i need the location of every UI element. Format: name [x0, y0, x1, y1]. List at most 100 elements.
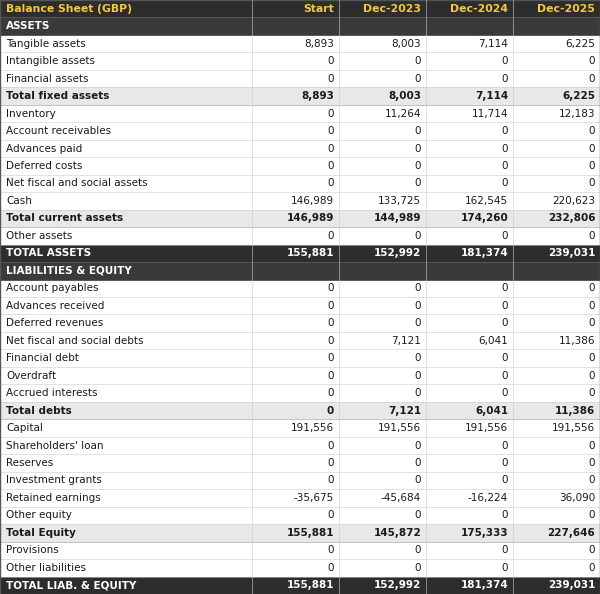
- Text: Investment grants: Investment grants: [6, 475, 102, 485]
- Bar: [339, 52, 426, 70]
- Text: Accrued interests: Accrued interests: [6, 388, 97, 398]
- Text: 7,114: 7,114: [478, 39, 508, 49]
- Text: 191,556: 191,556: [378, 423, 421, 433]
- Bar: [252, 419, 339, 437]
- Bar: [426, 17, 513, 35]
- Bar: [426, 559, 513, 577]
- Text: 0: 0: [328, 353, 334, 363]
- Bar: [0, 140, 252, 157]
- Text: 144,989: 144,989: [374, 213, 421, 223]
- Text: 0: 0: [328, 301, 334, 311]
- Bar: [513, 402, 600, 419]
- Text: Reserves: Reserves: [6, 458, 53, 468]
- Text: Dec-2025: Dec-2025: [538, 4, 595, 14]
- Bar: [252, 367, 339, 384]
- Text: 0: 0: [589, 178, 595, 188]
- Text: Account receivables: Account receivables: [6, 126, 111, 136]
- Text: 0: 0: [589, 563, 595, 573]
- Text: 145,872: 145,872: [373, 528, 421, 538]
- Bar: [513, 35, 600, 52]
- Text: 0: 0: [327, 406, 334, 416]
- Bar: [339, 175, 426, 192]
- Text: 0: 0: [589, 371, 595, 381]
- Bar: [339, 0, 426, 17]
- Text: Intangible assets: Intangible assets: [6, 56, 95, 66]
- Text: 232,806: 232,806: [548, 213, 595, 223]
- Bar: [339, 577, 426, 594]
- Bar: [513, 419, 600, 437]
- Bar: [426, 0, 513, 17]
- Bar: [0, 280, 252, 297]
- Bar: [513, 262, 600, 280]
- Bar: [252, 70, 339, 87]
- Bar: [252, 280, 339, 297]
- Text: 0: 0: [328, 388, 334, 398]
- Bar: [339, 140, 426, 157]
- Text: 191,556: 191,556: [465, 423, 508, 433]
- Bar: [513, 227, 600, 245]
- Text: 0: 0: [328, 510, 334, 520]
- Bar: [252, 262, 339, 280]
- Text: 0: 0: [589, 283, 595, 293]
- Bar: [0, 489, 252, 507]
- Text: 0: 0: [589, 56, 595, 66]
- Text: 6,225: 6,225: [562, 91, 595, 101]
- Text: 0: 0: [415, 126, 421, 136]
- Bar: [339, 507, 426, 524]
- Bar: [252, 157, 339, 175]
- Text: Shareholders' loan: Shareholders' loan: [6, 441, 104, 450]
- Bar: [0, 559, 252, 577]
- Bar: [513, 314, 600, 332]
- Text: 0: 0: [502, 56, 508, 66]
- Text: Financial assets: Financial assets: [6, 74, 89, 84]
- Bar: [0, 210, 252, 227]
- Bar: [0, 332, 252, 349]
- Bar: [0, 87, 252, 105]
- Text: 0: 0: [328, 475, 334, 485]
- Text: 0: 0: [502, 510, 508, 520]
- Text: 0: 0: [328, 318, 334, 328]
- Bar: [513, 507, 600, 524]
- Bar: [426, 35, 513, 52]
- Text: 0: 0: [328, 458, 334, 468]
- Text: 0: 0: [589, 126, 595, 136]
- Bar: [426, 140, 513, 157]
- Bar: [252, 297, 339, 314]
- Text: 0: 0: [589, 161, 595, 171]
- Bar: [513, 297, 600, 314]
- Bar: [0, 35, 252, 52]
- Bar: [339, 314, 426, 332]
- Bar: [426, 210, 513, 227]
- Text: 0: 0: [589, 458, 595, 468]
- Bar: [0, 192, 252, 210]
- Text: 0: 0: [502, 371, 508, 381]
- Text: Tangible assets: Tangible assets: [6, 39, 86, 49]
- Text: 220,623: 220,623: [552, 196, 595, 206]
- Text: 146,989: 146,989: [287, 213, 334, 223]
- Bar: [513, 70, 600, 87]
- Bar: [0, 297, 252, 314]
- Bar: [252, 140, 339, 157]
- Text: 0: 0: [502, 126, 508, 136]
- Bar: [0, 157, 252, 175]
- Text: Dec-2024: Dec-2024: [450, 4, 508, 14]
- Text: 0: 0: [589, 475, 595, 485]
- Bar: [252, 349, 339, 367]
- Text: 11,386: 11,386: [555, 406, 595, 416]
- Bar: [252, 332, 339, 349]
- Bar: [426, 175, 513, 192]
- Text: 133,725: 133,725: [378, 196, 421, 206]
- Bar: [339, 262, 426, 280]
- Bar: [339, 437, 426, 454]
- Text: 0: 0: [502, 563, 508, 573]
- Bar: [339, 559, 426, 577]
- Text: 0: 0: [328, 336, 334, 346]
- Bar: [339, 122, 426, 140]
- Bar: [426, 472, 513, 489]
- Text: 0: 0: [502, 475, 508, 485]
- Bar: [339, 245, 426, 262]
- Bar: [426, 367, 513, 384]
- Text: 36,090: 36,090: [559, 493, 595, 503]
- Bar: [339, 472, 426, 489]
- Text: 0: 0: [502, 161, 508, 171]
